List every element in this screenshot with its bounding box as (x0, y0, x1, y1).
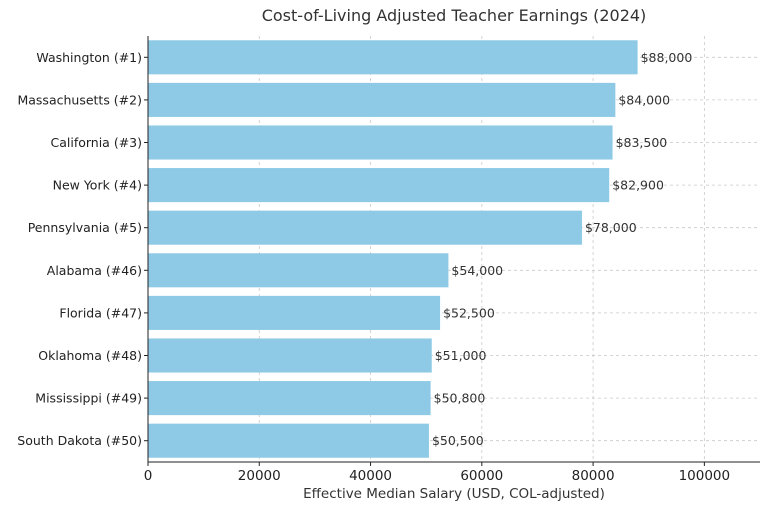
category-label: New York (#4) (53, 178, 142, 193)
bar (148, 168, 610, 203)
labels: 0 20000 40000 60000 80000 100000 Washington (#… (17, 50, 730, 484)
data-label: $50,500 (432, 433, 484, 448)
data-label: $88,000 (641, 50, 693, 65)
category-label: Mississippi (#49) (35, 391, 142, 406)
category-label: Massachusetts (#2) (17, 92, 142, 107)
bar (148, 295, 441, 330)
bar (148, 338, 432, 373)
x-tick-label: 0 (144, 468, 153, 484)
chart-title: Cost-of-Living Adjusted Teacher Earnings… (262, 6, 647, 25)
data-label: $84,000 (618, 92, 670, 107)
bar (148, 381, 431, 416)
category-label: Pennsylvania (#5) (28, 220, 142, 235)
data-label: $52,500 (443, 305, 495, 320)
category-label: Washington (#1) (36, 50, 142, 65)
category-label: Oklahoma (#48) (38, 348, 142, 363)
data-label: $82,900 (612, 178, 664, 193)
x-tick-label: 60000 (460, 468, 503, 484)
x-tick-label: 40000 (349, 468, 392, 484)
category-label: Alabama (#46) (47, 263, 142, 278)
data-label: $83,500 (616, 135, 668, 150)
bar (148, 82, 616, 117)
bars (148, 40, 638, 458)
data-label: $50,800 (434, 391, 486, 406)
x-tick-label: 100000 (679, 468, 731, 484)
x-tick-label: 80000 (572, 468, 615, 484)
x-axis-label: Effective Median Salary (USD, COL-adjust… (303, 486, 605, 502)
bar (148, 253, 449, 288)
x-tick-label: 20000 (238, 468, 281, 484)
category-label: Florida (#47) (59, 305, 142, 320)
bar (148, 40, 638, 75)
data-label: $54,000 (451, 263, 503, 278)
bar (148, 423, 429, 458)
bar (148, 210, 582, 245)
data-label: $78,000 (585, 220, 637, 235)
bar (148, 125, 613, 160)
data-label: $51,000 (435, 348, 487, 363)
category-label: South Dakota (#50) (17, 433, 142, 448)
category-label: California (#3) (50, 135, 142, 150)
axes (144, 36, 760, 466)
